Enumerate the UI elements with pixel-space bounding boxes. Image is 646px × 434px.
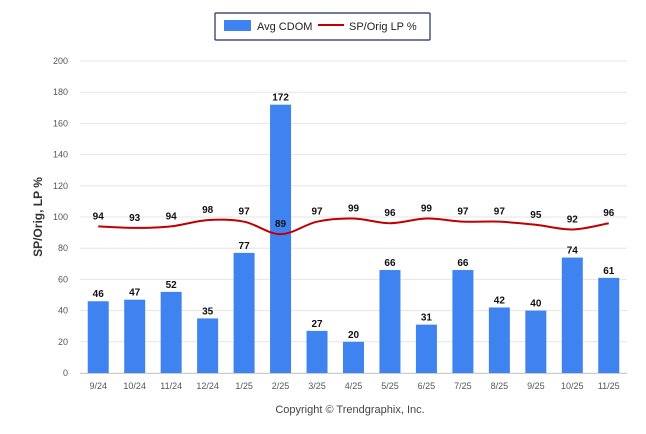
line-value-label: 92	[567, 214, 579, 225]
x-tick-label: 9/24	[89, 381, 107, 391]
y-tick-label: 60	[58, 274, 68, 284]
bar	[306, 330, 328, 373]
line-value-label: 93	[129, 213, 141, 224]
y-tick-label: 40	[58, 306, 68, 316]
bars	[87, 104, 620, 374]
legend-label-avg-cdom: Avg CDOM	[257, 21, 312, 33]
x-axis-ticks: 9/24 10/24 11/24 12/24 1/25 2/25 3/25 4/25 5/25 6…	[80, 373, 627, 391]
bar	[160, 291, 182, 373]
line-value-label: 94	[93, 211, 105, 222]
bar-value-label: 42	[494, 295, 506, 306]
bar	[87, 301, 109, 373]
legend-box	[214, 12, 431, 41]
line-value-label: 97	[494, 207, 506, 218]
bar-value-label: 47	[129, 288, 141, 299]
line-value-label: 97	[311, 207, 323, 218]
y-tick-label: 140	[53, 150, 68, 160]
line-value-label: 89	[275, 219, 287, 230]
y-tick-label: 100	[53, 212, 68, 222]
bar	[197, 318, 219, 373]
copyright-text: Copyright © Trendgraphix, Inc.	[275, 404, 424, 416]
y-tick-label: 120	[53, 181, 68, 191]
bar-value-label: 40	[530, 299, 542, 310]
bar-value-label: 20	[348, 330, 360, 341]
y-tick-label: 160	[53, 118, 68, 128]
bar-value-label: 35	[202, 306, 214, 317]
bar	[270, 104, 292, 374]
x-tick-label: 3/25	[308, 381, 326, 391]
legend-swatch-avg-cdom	[224, 20, 251, 31]
bar	[379, 270, 401, 373]
bar	[488, 307, 510, 373]
x-tick-label: 4/25	[345, 381, 363, 391]
x-tick-label: 1/25	[235, 381, 253, 391]
x-tick-label: 11/25	[598, 381, 620, 391]
bar-value-label: 46	[93, 289, 105, 300]
x-tick-label: 9/25	[527, 381, 545, 391]
x-tick-label: 6/25	[418, 381, 436, 391]
line-value-label: 99	[348, 204, 360, 215]
line-value-label: 98	[202, 205, 214, 216]
x-tick-label: 11/24	[160, 381, 182, 391]
x-tick-label: 2/25	[272, 381, 290, 391]
bar-value-label: 61	[603, 266, 615, 277]
bar	[233, 252, 255, 373]
bar-value-label: 66	[384, 258, 396, 269]
y-axis-label: SP/Orig, LP %	[31, 177, 45, 257]
line-series	[98, 217, 609, 236]
line-value-label: 97	[239, 207, 251, 218]
bar-value-label: 27	[311, 319, 323, 330]
y-tick-label: 80	[58, 243, 68, 253]
bar	[124, 299, 146, 373]
x-tick-label: 7/25	[454, 381, 472, 391]
line-value-label: 96	[384, 208, 396, 219]
x-tick-label: 8/25	[491, 381, 509, 391]
line-value-label: 94	[166, 211, 178, 222]
x-tick-label: 5/25	[381, 381, 399, 391]
bar	[415, 324, 437, 373]
bar-value-label: 172	[272, 93, 289, 104]
bar	[343, 341, 364, 373]
bar-value-label: 52	[166, 280, 178, 291]
line-value-label: 97	[457, 207, 469, 218]
y-tick-label: 0	[63, 368, 68, 378]
legend-label-sp-orig: SP/Orig LP %	[349, 21, 417, 33]
bar	[561, 257, 583, 373]
y-tick-label: 180	[53, 87, 68, 97]
x-tick-label: 12/24	[196, 381, 219, 391]
y-tick-label: 200	[53, 56, 68, 66]
y-tick-label: 20	[58, 337, 68, 347]
bar-value-label: 74	[567, 246, 579, 257]
bar-value-label: 66	[457, 258, 469, 269]
bar	[452, 270, 474, 373]
bar-value-label: 31	[421, 313, 433, 324]
legend: Avg CDOM SP/Orig LP %	[214, 12, 431, 41]
line-value-label: 96	[603, 208, 615, 219]
bar-value-label: 77	[239, 241, 251, 252]
line-value-labels: 94 93 94 98 97 89 97 99 96 99 97 97 95 92 96	[93, 204, 615, 231]
bar	[525, 310, 547, 373]
x-tick-label: 10/25	[561, 381, 584, 391]
sp-orig-line	[98, 217, 609, 236]
bar-value-labels: 46 47 52 35 77 172 27 20 66 31 66 42 40 74 61	[93, 93, 615, 341]
y-axis-ticks: 0 20 40 60 80 100 120 140 160 180 200	[53, 56, 68, 378]
bar	[598, 277, 620, 373]
x-tick-label: 10/24	[123, 381, 146, 391]
line-value-label: 95	[530, 210, 542, 221]
line-value-label: 99	[421, 204, 433, 215]
